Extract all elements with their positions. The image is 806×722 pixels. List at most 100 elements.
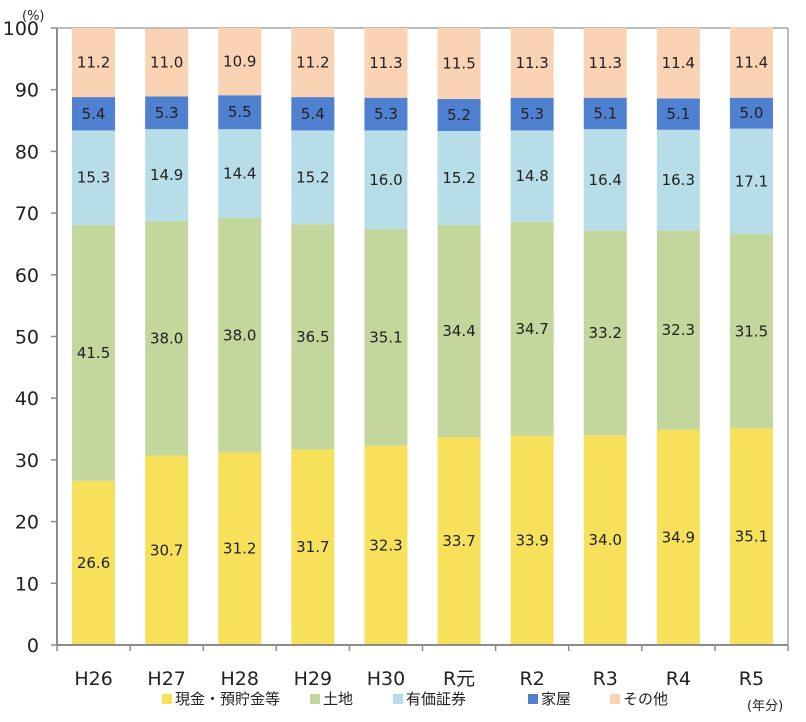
- data-label: 17.1: [735, 172, 768, 190]
- data-label: 5.1: [593, 104, 617, 122]
- bar-segment: [291, 28, 335, 98]
- data-label: 11.2: [77, 54, 110, 72]
- data-label: 11.5: [442, 54, 475, 72]
- legend-swatch: [310, 694, 320, 704]
- bar-segment: [364, 130, 408, 230]
- x-tick-label: H30: [367, 668, 405, 690]
- x-tick-label: R2: [520, 668, 545, 690]
- bar-segment: [72, 130, 116, 225]
- bar-segment: [510, 130, 554, 222]
- y-tick-label: 0: [27, 635, 39, 657]
- bar-segment: [218, 218, 262, 453]
- data-label: 15.3: [77, 169, 110, 187]
- bar-segment: [729, 428, 773, 645]
- bar-segment: [583, 97, 627, 130]
- legend-label: 土地: [323, 690, 353, 708]
- y-tick-label: 30: [15, 450, 39, 472]
- x-tick-label: H29: [294, 668, 332, 690]
- data-label: 15.2: [442, 169, 475, 187]
- bar-segment: [145, 28, 189, 97]
- data-label: 14.4: [223, 165, 256, 183]
- legend-swatch: [610, 694, 620, 704]
- bar-segment: [291, 224, 335, 450]
- bar-segment: [656, 28, 700, 99]
- data-label: 31.7: [296, 538, 329, 556]
- legend: 現金・預貯金等 土地 有価証券 家屋 その他: [162, 690, 668, 708]
- y-tick-label: 80: [15, 141, 39, 163]
- data-label: 5.5: [228, 103, 252, 121]
- data-label: 35.1: [369, 328, 402, 346]
- legend-swatch: [393, 694, 403, 704]
- legend-swatch: [528, 694, 538, 704]
- legend-label: 有価証券: [406, 690, 466, 708]
- data-label: 14.9: [150, 166, 183, 184]
- bar-segment: [364, 229, 408, 446]
- bar-segment: [729, 234, 773, 429]
- bar-segment: [729, 128, 773, 235]
- data-label: 35.1: [735, 528, 768, 546]
- bar-segment: [510, 97, 554, 131]
- data-label: 11.0: [150, 54, 183, 72]
- data-label: 16.0: [369, 171, 402, 189]
- data-label: 11.4: [735, 54, 768, 72]
- bar-segment: [145, 221, 189, 456]
- y-tick-label: 10: [15, 573, 39, 595]
- y-tick-label: 50: [15, 327, 39, 349]
- data-label: 11.2: [296, 54, 329, 72]
- data-label: 16.4: [589, 171, 622, 189]
- bar-segment: [656, 429, 700, 645]
- data-label: 5.3: [374, 105, 398, 123]
- y-tick-label: 20: [15, 512, 39, 534]
- x-tick-label: R3: [593, 668, 618, 690]
- data-label: 34.7: [515, 320, 548, 338]
- data-label: 5.2: [447, 106, 471, 124]
- legend-label: 家屋: [541, 690, 571, 708]
- bars-layer: [72, 27, 773, 645]
- data-label: 5.3: [520, 105, 544, 123]
- data-label: 30.7: [150, 541, 183, 559]
- bar-segment: [510, 435, 554, 645]
- bar-segment: [72, 97, 116, 131]
- data-label: 5.4: [301, 105, 325, 123]
- bar-segment: [437, 437, 481, 645]
- bar-segment: [145, 129, 189, 222]
- bar-segment: [364, 445, 408, 645]
- bar-segment: [218, 452, 262, 645]
- data-label: 33.2: [589, 324, 622, 342]
- x-axis-unit-label: (年分): [747, 699, 783, 714]
- data-label: 11.3: [515, 54, 548, 72]
- bar-segment: [583, 230, 627, 436]
- bar-segment: [72, 224, 116, 481]
- bar-segment: [656, 98, 700, 130]
- data-label: 41.5: [77, 344, 110, 362]
- legend-label: その他: [623, 690, 668, 708]
- bar-segment: [583, 28, 627, 98]
- y-tick-label: 70: [15, 203, 39, 225]
- bar-segment: [145, 455, 189, 645]
- data-label: 38.0: [223, 326, 256, 344]
- data-label: 11.4: [662, 54, 695, 72]
- bar-segment: [510, 28, 554, 98]
- bar-segment: [72, 28, 116, 98]
- data-label: 32.3: [369, 536, 402, 554]
- bar-segment: [364, 28, 408, 98]
- data-label: 5.0: [740, 104, 764, 122]
- data-label: 11.3: [589, 54, 622, 72]
- data-label: 34.4: [442, 322, 475, 340]
- data-label: 5.1: [666, 105, 690, 123]
- data-label: 16.3: [662, 171, 695, 189]
- data-label: 26.6: [77, 554, 110, 572]
- bar-segment: [437, 131, 481, 225]
- bar-segment: [729, 27, 773, 98]
- x-tick-label: R元: [443, 668, 475, 690]
- data-label: 31.5: [735, 322, 768, 340]
- data-label: 14.8: [515, 167, 548, 185]
- x-axis: H26 H27 H28 H29 H30 R元 R2 R3 R4 R5: [56, 644, 789, 690]
- bar-segment: [437, 28, 481, 99]
- data-label: 33.7: [442, 532, 475, 550]
- bar-segment: [364, 97, 408, 131]
- data-label: 34.9: [662, 528, 695, 546]
- x-tick-label: R4: [666, 668, 691, 690]
- bar-segment: [218, 129, 262, 219]
